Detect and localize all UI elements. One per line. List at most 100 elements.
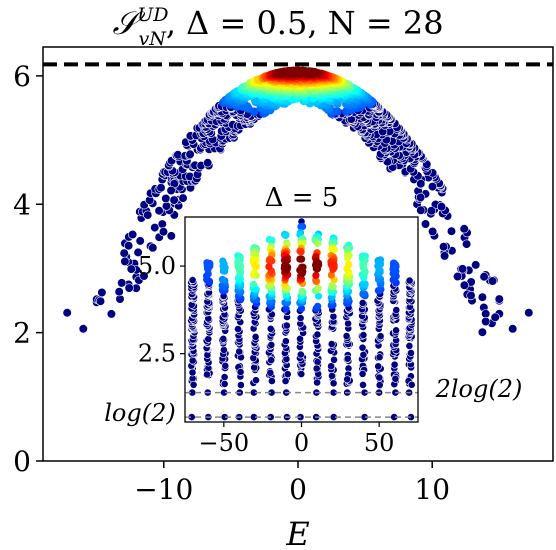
inset-data-point	[329, 379, 338, 388]
main-data-point	[139, 271, 149, 281]
inset-data-point	[237, 262, 245, 270]
main-plot: 𝒮UD vN, Δ = 0.5, N = 28 −10 0 10 0 2 4 6 E	[13, 4, 554, 550]
inset-data-point	[392, 263, 400, 271]
inset-data-point	[314, 302, 322, 310]
main-data-point	[124, 241, 134, 251]
main-data-point	[416, 179, 426, 189]
inset-data-point	[282, 305, 290, 313]
main-data-point	[135, 236, 145, 246]
main-data-point	[114, 287, 124, 297]
main-data-point	[97, 287, 107, 298]
inset-data-point	[358, 343, 367, 352]
inset-data-point	[375, 373, 384, 382]
inset-data-point	[328, 281, 336, 290]
main-data-point	[459, 224, 469, 234]
inset-data-point	[313, 358, 322, 366]
inset-data-point	[219, 262, 227, 270]
inset-data-point	[359, 289, 367, 298]
main-data-point	[427, 182, 438, 192]
main-data-point	[416, 192, 426, 202]
main-y-tick-label: 6	[13, 60, 31, 93]
inset-data-point	[314, 292, 323, 300]
main-data-point	[458, 264, 468, 274]
inset-data-point	[296, 314, 305, 322]
main-data-point	[416, 205, 426, 215]
main-y-tick-label: 4	[13, 188, 31, 221]
main-data-point	[481, 309, 491, 319]
inset-data-point	[407, 349, 415, 357]
main-data-point	[124, 283, 134, 293]
inset-data-point	[330, 262, 338, 270]
main-data-point	[158, 227, 169, 237]
inset-data-point	[358, 298, 367, 307]
inset-data-point	[342, 332, 351, 340]
inset-data-point	[329, 312, 338, 321]
inset-data-point	[374, 262, 382, 270]
main-data-point	[477, 327, 488, 337]
inset-data-point	[236, 368, 245, 376]
main-data-point	[154, 206, 164, 216]
main-data-point	[106, 309, 116, 319]
inset-data-point	[281, 262, 289, 270]
main-data-point	[126, 264, 136, 274]
inset-scatter-series	[187, 217, 416, 421]
inset-label-log2: log(2)	[104, 399, 175, 427]
title-subscript: vN	[138, 28, 167, 50]
inset-plot: −50 0 50 2.5 5.0 Δ = 5 2log(2) log(2)	[104, 183, 522, 457]
inset-data-point	[374, 362, 383, 371]
inset-data-point	[297, 305, 306, 313]
main-data-point	[166, 185, 176, 196]
inset-data-point	[250, 268, 258, 277]
inset-data-point	[298, 263, 306, 271]
inset-data-point	[359, 350, 368, 359]
main-data-point	[453, 271, 463, 282]
inset-data-point	[297, 370, 306, 378]
title-superscript: UD	[137, 4, 168, 26]
main-data-point	[148, 243, 158, 253]
inset-data-point	[314, 239, 322, 248]
main-scatter-series	[62, 66, 534, 337]
inset-data-point	[267, 356, 276, 365]
main-data-point	[436, 202, 447, 212]
inset-data-point	[282, 321, 291, 330]
main-y-tick-label: 2	[13, 317, 31, 350]
inset-data-point	[218, 275, 226, 283]
main-data-point	[169, 195, 179, 205]
main-data-point	[471, 260, 481, 270]
inset-y-tick-label: 5.0	[138, 252, 176, 280]
main-outlier-point	[78, 324, 88, 334]
main-data-point	[481, 316, 491, 327]
main-data-point	[95, 296, 106, 306]
inset-data-point	[345, 260, 353, 268]
main-data-point	[178, 193, 188, 203]
inset-data-point	[327, 362, 335, 371]
main-data-point	[166, 231, 176, 241]
inset-data-point	[219, 334, 228, 343]
main-data-point	[494, 294, 504, 304]
inset-data-point	[236, 381, 245, 389]
inset-data-point	[376, 332, 385, 341]
inset-data-point	[312, 271, 320, 279]
title-params: , Δ = 0.5, N = 28	[166, 4, 444, 42]
inset-data-point	[267, 377, 276, 385]
inset-x-tick-label: 0	[294, 429, 309, 457]
inset-data-point	[266, 368, 275, 377]
main-data-point	[119, 248, 129, 258]
main-outlier-point	[62, 308, 72, 318]
inset-data-point	[220, 373, 229, 381]
main-data-point	[488, 276, 498, 286]
inset-data-point	[188, 276, 197, 284]
main-data-point	[150, 223, 160, 233]
inset-data-point	[189, 380, 198, 389]
main-data-point	[479, 272, 489, 282]
inset-data-point	[267, 340, 276, 349]
main-data-point	[420, 219, 431, 229]
inset-data-point	[361, 280, 369, 288]
main-data-point	[490, 312, 500, 322]
inset-data-point	[391, 374, 400, 383]
inset-data-point	[252, 376, 260, 385]
inset-data-point	[220, 379, 229, 388]
inset-title: Δ = 5	[265, 183, 339, 213]
